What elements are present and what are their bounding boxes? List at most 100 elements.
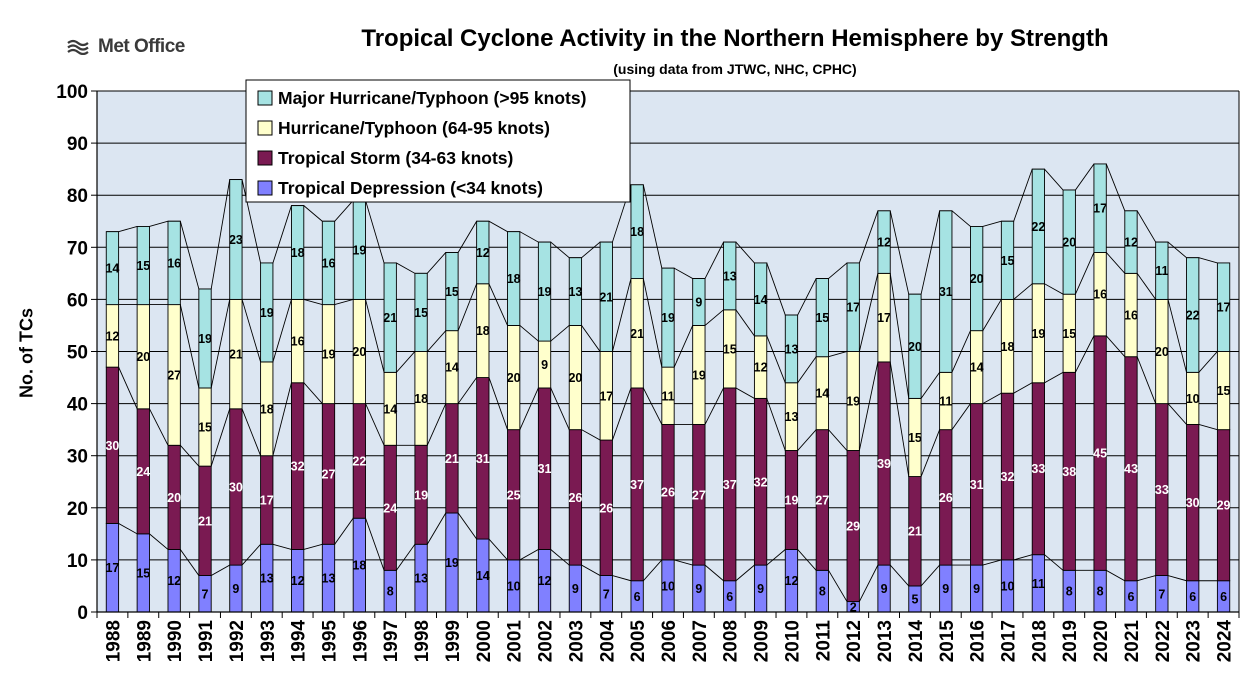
data-label-1999-s2: 14 (445, 361, 459, 375)
data-label-2022-s1: 33 (1155, 483, 1169, 497)
data-label-2012-s0: 2 (850, 600, 857, 614)
data-label-2024-s2: 15 (1217, 384, 1231, 398)
data-label-2006-s3: 19 (661, 311, 675, 325)
met-office-logo: Met Office (66, 36, 185, 58)
data-label-1991-s0: 7 (202, 587, 209, 601)
bar-2004-s3 (599, 241, 613, 352)
data-label-2015-s3: 31 (939, 285, 953, 299)
bar-1999-s3 (445, 252, 459, 332)
data-label-1997-s0: 8 (387, 585, 394, 599)
data-label-2013-s2: 17 (877, 311, 891, 325)
data-label-2017-s3: 15 (1001, 254, 1015, 268)
x-tick-label-2015: 2015 (937, 620, 958, 663)
x-tick-label-2013: 2013 (875, 620, 896, 662)
data-label-1997-s3: 21 (383, 311, 397, 325)
bar-2011-s3 (815, 278, 829, 358)
data-label-2015-s0: 9 (942, 582, 949, 596)
x-tick-label-2010: 2010 (782, 620, 803, 662)
met-office-logo-icon (67, 39, 89, 55)
data-label-1996-s0: 18 (352, 559, 366, 573)
data-label-2012-s2: 19 (846, 394, 860, 408)
data-label-1997-s1: 24 (383, 501, 397, 515)
bar-1992-s3 (229, 179, 243, 300)
data-label-2011-s2: 14 (815, 387, 829, 401)
data-label-1995-s2: 19 (322, 348, 336, 362)
data-label-2002-s0: 12 (538, 574, 552, 588)
bar-1994-s3 (290, 205, 305, 300)
data-label-2007-s0: 9 (695, 582, 702, 596)
bar-1998-s3 (414, 272, 428, 352)
data-label-2004-s2: 17 (599, 389, 613, 403)
bar-2000-s3 (476, 220, 490, 285)
x-tick-label-2005: 2005 (628, 620, 649, 663)
x-tick-label-2000: 2000 (474, 620, 495, 662)
x-tick-label-2004: 2004 (597, 620, 618, 663)
x-tick-label-1997: 1997 (381, 620, 402, 662)
legend-swatch-3 (257, 180, 273, 196)
data-label-2007-s2: 19 (692, 368, 706, 382)
data-label-1995-s1: 27 (322, 467, 336, 481)
bar-1990-s3 (167, 220, 181, 306)
chart-subtitle: (using data from JTWC, NHC, CPHC) (613, 61, 857, 77)
data-label-2018-s1: 33 (1031, 462, 1045, 476)
data-label-1992-s3: 23 (229, 233, 243, 247)
x-tick-label-2001: 2001 (505, 620, 526, 663)
x-tick-label-1994: 1994 (289, 620, 310, 663)
data-label-2022-s3: 11 (1155, 264, 1168, 278)
bar-2013-s3 (877, 210, 891, 274)
data-label-2014-s2: 15 (908, 431, 922, 445)
x-tick-label-2012: 2012 (844, 620, 865, 662)
bar-2022-s3 (1155, 241, 1169, 300)
bar-2016-s3 (970, 226, 984, 332)
data-label-2016-s1: 31 (970, 478, 984, 492)
data-label-2004-s0: 7 (603, 587, 610, 601)
data-label-2010-s3: 13 (785, 342, 799, 356)
data-label-2006-s2: 11 (661, 389, 674, 403)
bar-1993-s3 (260, 262, 274, 363)
bar-2001-s3 (507, 231, 521, 326)
bar-2002-s3 (537, 241, 552, 342)
data-label-1988-s0: 17 (105, 561, 119, 575)
data-label-2009-s0: 9 (757, 582, 764, 596)
data-label-2001-s2: 20 (507, 371, 521, 385)
y-tick-label-100: 100 (56, 82, 88, 103)
data-label-2004-s3: 21 (599, 290, 613, 304)
data-label-2024-s1: 29 (1217, 499, 1231, 513)
x-tick-label-2007: 2007 (690, 620, 711, 662)
x-tick-label-2002: 2002 (536, 620, 557, 662)
bar-2014-s3 (908, 293, 922, 399)
data-label-1999-s1: 21 (445, 452, 459, 466)
data-label-2020-s0: 8 (1097, 585, 1104, 599)
data-label-2021-s1: 43 (1124, 462, 1138, 476)
data-label-2011-s3: 15 (815, 311, 829, 325)
bar-2020-s3 (1093, 163, 1107, 253)
data-label-1994-s1: 32 (291, 460, 305, 474)
bar-2017-s3 (1000, 220, 1015, 300)
bar-2003-s3 (568, 257, 583, 326)
data-label-2005-s1: 37 (630, 478, 644, 492)
legend-swatch-1 (257, 120, 273, 136)
data-label-2003-s2: 20 (568, 371, 582, 385)
bar-2012-s3 (846, 262, 860, 352)
data-label-2010-s2: 13 (785, 410, 799, 424)
data-label-2021-s0: 6 (1127, 590, 1134, 604)
data-label-2013-s0: 9 (881, 582, 888, 596)
y-tick-label-50: 50 (67, 343, 88, 364)
data-label-2002-s3: 19 (538, 285, 552, 299)
data-label-1990-s1: 20 (167, 491, 181, 505)
bar-2010-s3 (784, 314, 799, 384)
data-label-2014-s0: 5 (911, 592, 918, 606)
data-label-2023-s1: 30 (1186, 496, 1200, 510)
bar-2023-s3 (1186, 257, 1200, 373)
y-tick-label-70: 70 (67, 238, 88, 259)
legend-label-2: Tropical Storm (34-63 knots) (278, 148, 513, 168)
data-label-1993-s0: 13 (260, 572, 274, 586)
data-label-2001-s0: 10 (507, 579, 521, 593)
y-tick-label-40: 40 (67, 395, 88, 416)
data-label-1994-s3: 18 (291, 246, 305, 260)
data-label-2020-s2: 16 (1093, 288, 1107, 302)
data-label-1988-s3: 14 (105, 262, 119, 276)
data-label-2009-s1: 32 (754, 475, 768, 489)
data-label-2004-s1: 26 (599, 501, 613, 515)
